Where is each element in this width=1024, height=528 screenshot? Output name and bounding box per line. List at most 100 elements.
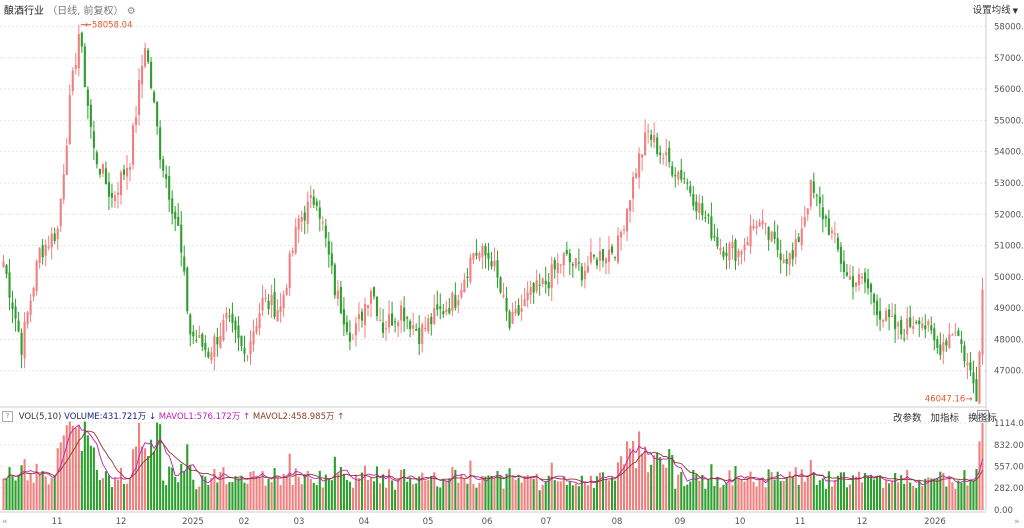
candle-body: [159, 127, 162, 160]
volume-bar: [680, 472, 683, 510]
volume-bar: [595, 476, 598, 510]
volume-bar: [20, 465, 23, 510]
candle-body: [562, 252, 565, 266]
close-icon[interactable]: ✕: [977, 410, 989, 422]
candle-body: [17, 320, 20, 332]
candle-body: [960, 339, 963, 345]
volume-bar: [294, 468, 297, 510]
candle-body: [930, 325, 933, 331]
gear-icon[interactable]: ⚙: [126, 6, 136, 17]
volume-bar: [252, 471, 255, 510]
volume-bar: [839, 472, 842, 510]
volume-bar: [785, 477, 788, 510]
candle-body: [662, 158, 665, 160]
candle-body: [282, 294, 285, 308]
candle-body: [330, 253, 333, 266]
candle-body: [704, 217, 707, 219]
volume-bar: [830, 486, 833, 510]
candle-body: [686, 182, 689, 184]
volume-bar: [493, 478, 496, 510]
volume-bar: [466, 483, 469, 510]
volume-bar: [598, 472, 601, 510]
candle-body: [122, 169, 126, 175]
date-tick-label: 05: [423, 517, 434, 527]
candle-body: [65, 145, 68, 175]
volume-bar: [770, 472, 773, 510]
candle-body: [638, 153, 641, 178]
candle-body: [848, 276, 852, 280]
volume-bar: [638, 431, 641, 510]
add-indicator-button[interactable]: 加指标: [930, 413, 960, 424]
date-tick-label: 04: [359, 517, 370, 527]
candle-body: [113, 195, 117, 202]
candle-body: [309, 195, 312, 198]
candle-body: [231, 313, 234, 323]
volume-bar: [153, 451, 156, 510]
edit-params-button[interactable]: 改参数: [893, 413, 922, 424]
volume-bar: [451, 467, 454, 510]
candle-body: [842, 261, 845, 273]
volume-bar: [336, 473, 339, 510]
candle-body: [936, 339, 939, 348]
volume-bar: [565, 484, 568, 510]
volume-bar: [815, 484, 818, 510]
volume-bar: [526, 475, 529, 510]
candle-body: [788, 253, 791, 265]
volume-bar: [249, 471, 252, 510]
volume-bar: [125, 483, 129, 510]
candle-body: [755, 226, 758, 229]
volume-bar: [394, 489, 397, 510]
candle-body: [559, 264, 562, 266]
candle-body: [421, 324, 424, 345]
volume-bar: [710, 464, 713, 510]
candle-body: [74, 65, 77, 69]
volume-bar: [321, 487, 324, 510]
scroll-right-icon[interactable]: »: [1014, 517, 1020, 527]
volume-bar: [98, 480, 101, 510]
volume-bar: [743, 481, 746, 510]
volume-bar: [246, 483, 249, 510]
candle-body: [162, 159, 165, 171]
volume-bar: [619, 456, 623, 510]
candle-body: [342, 309, 345, 325]
volume-bar: [381, 474, 385, 510]
candle-body: [378, 319, 382, 321]
volume-bar: [502, 488, 505, 510]
help-icon[interactable]: ?: [2, 411, 13, 422]
candle-body: [89, 104, 92, 127]
volume-bar: [159, 424, 162, 510]
candle-body: [493, 260, 496, 267]
candle-body: [538, 284, 541, 286]
candle-body: [553, 259, 556, 270]
ma-settings-button[interactable]: 设置均线 ▼: [973, 2, 1018, 16]
candle-body: [354, 323, 357, 336]
volume-bar: [351, 487, 354, 510]
candle-body: [47, 246, 50, 248]
candle-body: [249, 341, 252, 355]
volume-bar: [23, 459, 26, 510]
volume-bar: [833, 480, 836, 510]
volume-bar: [882, 487, 885, 510]
candle-body: [514, 309, 517, 314]
candle-body: [529, 287, 532, 295]
switch-indicator-button[interactable]: 换指标: [968, 413, 997, 424]
candle-body: [888, 309, 891, 318]
candle-body: [463, 279, 466, 293]
scroll-left-icon[interactable]: «: [2, 517, 8, 527]
candle-body: [430, 316, 433, 325]
date-tick-label: 06: [482, 517, 493, 527]
volume-bar: [475, 487, 478, 510]
volume-bar: [378, 483, 382, 510]
candle-body: [803, 217, 806, 226]
volume-bar: [403, 469, 406, 510]
volume-bar: [951, 482, 954, 510]
volume-bar: [927, 477, 930, 510]
volume-bar: [535, 473, 538, 510]
candle-body: [526, 292, 529, 300]
candle-body: [632, 176, 635, 199]
candle-body: [933, 328, 936, 341]
candle-body: [785, 259, 788, 264]
candle-body: [363, 304, 367, 326]
volume-bar: [625, 441, 629, 510]
